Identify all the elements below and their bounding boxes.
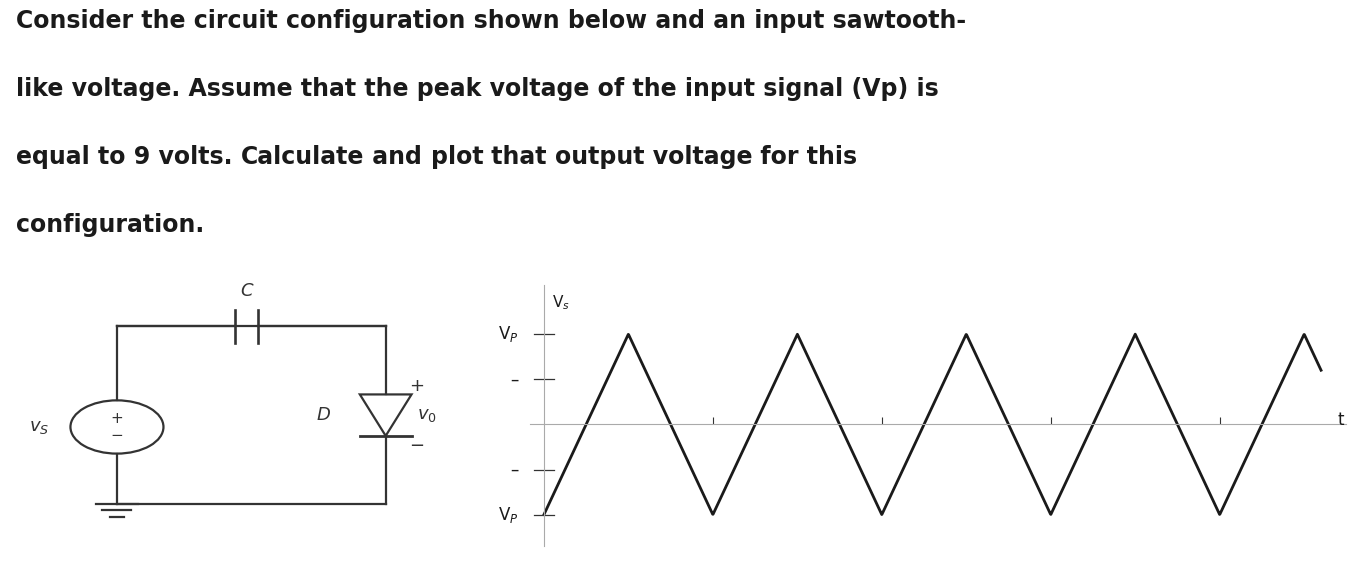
Text: V$_P$: V$_P$ xyxy=(498,505,518,525)
Text: +: + xyxy=(409,377,424,394)
Text: V$_P$: V$_P$ xyxy=(498,324,518,344)
Text: D: D xyxy=(317,406,330,424)
Text: V$_s$: V$_s$ xyxy=(552,293,570,312)
Text: −: − xyxy=(409,437,424,455)
Text: and: and xyxy=(364,145,431,169)
Text: v$_0$: v$_0$ xyxy=(416,406,437,424)
Text: configuration.: configuration. xyxy=(16,213,204,237)
Text: v$_S$: v$_S$ xyxy=(29,418,50,436)
Text: C: C xyxy=(239,282,253,300)
Text: like voltage. Assume that the peak voltage of the input signal (Vp) is: like voltage. Assume that the peak volta… xyxy=(16,77,938,101)
Text: that: that xyxy=(483,145,555,169)
Text: Calculate: Calculate xyxy=(241,145,364,169)
Text: t: t xyxy=(1338,411,1345,429)
Text: output voltage: output voltage xyxy=(555,145,752,169)
Text: +: + xyxy=(110,411,124,426)
Text: Consider the circuit configuration shown below and an input sawtooth-: Consider the circuit configuration shown… xyxy=(16,9,967,32)
Text: equal to 9 volts.: equal to 9 volts. xyxy=(16,145,241,169)
Text: for this: for this xyxy=(752,145,858,169)
Text: plot: plot xyxy=(431,145,483,169)
Text: –: – xyxy=(510,370,518,388)
Text: –: – xyxy=(510,460,518,479)
Text: −: − xyxy=(110,428,124,443)
